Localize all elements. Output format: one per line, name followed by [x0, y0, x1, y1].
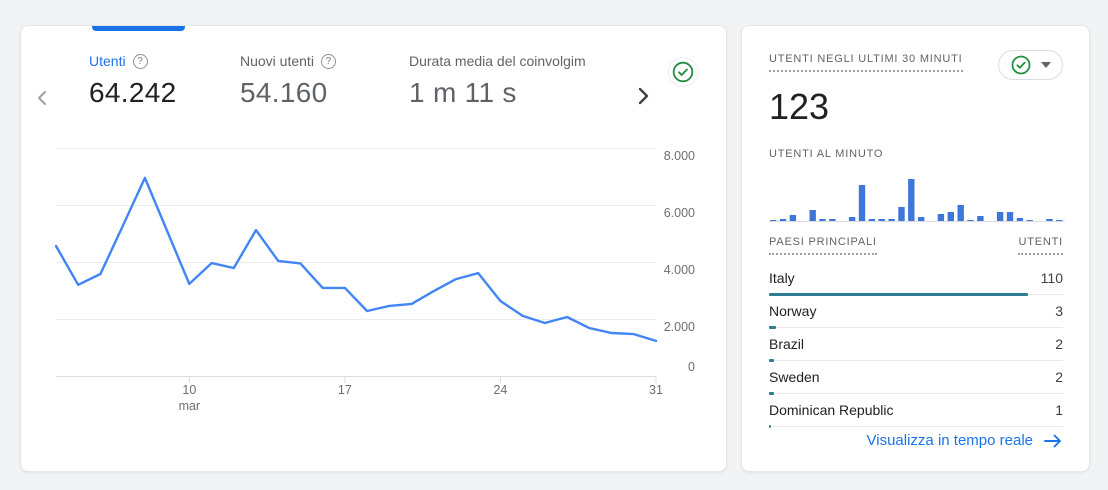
country-name: Brazil [769, 336, 805, 352]
metric-value: 64.242 [89, 77, 177, 108]
check-circle-icon [672, 61, 694, 83]
data-quality-check-button[interactable] [668, 57, 698, 87]
svg-text:24: 24 [493, 383, 507, 397]
countries-column-header: PAESI PRINCIPALI [769, 236, 877, 255]
country-row: Italy 110 [769, 262, 1063, 296]
svg-text:8.000: 8.000 [664, 149, 695, 163]
country-users: 3 [1055, 303, 1063, 319]
country-users-bar [769, 392, 774, 395]
country-users-bar [769, 359, 774, 362]
active-tab-indicator [92, 26, 185, 31]
metrics-overview-card: Utenti ? 64.242 Nuovi utenti ? 54.160 Du… [20, 25, 727, 472]
country-users: 2 [1055, 369, 1063, 385]
chevron-right-icon[interactable] [633, 86, 653, 106]
country-users: 2 [1055, 336, 1063, 352]
metric-label: Durata media del coinvolgim [409, 53, 586, 69]
metric-value: 54.160 [240, 77, 328, 108]
country-name: Dominican Republic [769, 402, 894, 418]
country-row: Sweden 2 [769, 361, 1063, 395]
realtime-users-value: 123 [769, 86, 830, 127]
country-users-bar [769, 326, 777, 329]
realtime-card: UTENTI NEGLI ULTIMI 30 MINUTI 123 UTENTI… [741, 25, 1090, 472]
country-users: 1 [1055, 402, 1063, 418]
country-name: Norway [769, 303, 817, 319]
svg-text:31: 31 [649, 383, 663, 397]
svg-text:4.000: 4.000 [664, 263, 695, 277]
country-row: Norway 3 [769, 295, 1063, 329]
users-per-minute-label: UTENTI AL MINUTO [769, 148, 884, 160]
check-circle-icon [1011, 55, 1031, 75]
help-icon[interactable]: ? [320, 53, 336, 69]
view-realtime-label: Visualizza in tempo reale [866, 432, 1033, 449]
country-users-bar [769, 425, 772, 428]
realtime-title: UTENTI NEGLI ULTIMI 30 MINUTI [769, 53, 963, 72]
country-users: 110 [1040, 270, 1063, 286]
arrow-right-icon [1044, 434, 1061, 447]
tab-nuovi-utenti[interactable]: Nuovi utenti ? 54.160 [240, 51, 336, 109]
country-name: Sweden [769, 369, 820, 385]
countries-table: Italy 110 Norway 3 Brazil 2 Sweden 2 Dominican R… [769, 262, 1063, 428]
tab-durata-media[interactable]: Durata media del coinvolgim 1 m 11 s [409, 51, 637, 109]
metric-value: 1 m 11 s [409, 77, 517, 108]
country-name: Italy [769, 270, 795, 286]
tab-utenti[interactable]: Utenti ? 64.242 [89, 51, 176, 109]
metric-label: Utenti [89, 53, 126, 69]
realtime-status-dropdown[interactable] [998, 50, 1063, 80]
svg-text:mar: mar [179, 399, 201, 413]
metric-label: Nuovi utenti [240, 53, 314, 69]
view-realtime-link[interactable]: Visualizza in tempo reale [769, 432, 1063, 449]
svg-text:17: 17 [338, 383, 352, 397]
country-row: Brazil 2 [769, 328, 1063, 362]
help-icon[interactable]: ? [132, 53, 148, 69]
users-per-minute-bar-chart [769, 179, 1065, 222]
users-line-chart: 8.000 6.000 4.000 2.000 0 10 mar 17 24 31 [54, 148, 695, 413]
svg-text:2.000: 2.000 [664, 320, 695, 334]
svg-text:6.000: 6.000 [664, 206, 695, 220]
country-row: Dominican Republic 1 [769, 394, 1063, 428]
chevron-down-icon [1041, 62, 1051, 68]
chevron-left-icon[interactable] [33, 88, 53, 108]
country-users-bar [769, 293, 1028, 296]
users-column-header: UTENTI [1018, 236, 1063, 255]
svg-text:0: 0 [688, 360, 695, 374]
svg-text:10: 10 [182, 383, 196, 397]
